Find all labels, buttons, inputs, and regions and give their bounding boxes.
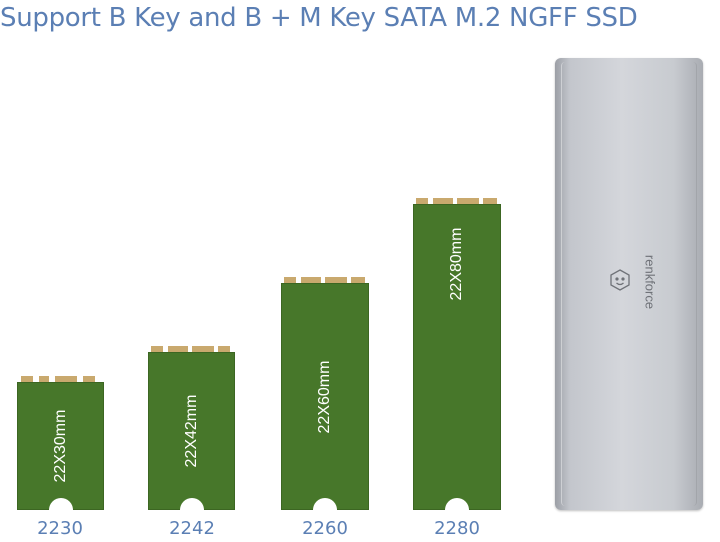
ssd-size-label: 22X60mm (316, 360, 333, 433)
ssd-2280: 22X80mm (413, 195, 501, 522)
form-factor-label-2242: 2242 (169, 518, 215, 539)
ssd-size-label: 22X80mm (448, 227, 465, 301)
form-factor-label-2230: 2230 (37, 518, 83, 539)
ssd-2242: 22X42mm (148, 344, 235, 522)
form-factor-label-2260: 2260 (302, 518, 348, 539)
mounting-notch (48, 498, 73, 522)
ssd-size-label: 22X42mm (182, 394, 200, 468)
mounting-notch (445, 498, 469, 522)
ssd-2230: 22X30mm (17, 373, 104, 522)
form-factor-label-2280: 2280 (434, 518, 480, 539)
ssd-board: 22X60mm (281, 277, 369, 522)
ssd-board: 22X42mm (148, 346, 235, 522)
brand-name: renkforce (642, 254, 658, 310)
ssd-board: 22X80mm (413, 198, 501, 522)
renkforce-logo-icon (610, 269, 630, 291)
mounting-notch (313, 498, 337, 522)
mounting-notch (179, 498, 204, 522)
ssd-board: 22X30mm (17, 376, 104, 522)
headline: Support B Key and B + M Key SATA M.2 NGF… (0, 3, 638, 33)
ssd-2260: 22X60mm (281, 274, 369, 522)
ssd-size-label: 22X30mm (51, 409, 69, 483)
